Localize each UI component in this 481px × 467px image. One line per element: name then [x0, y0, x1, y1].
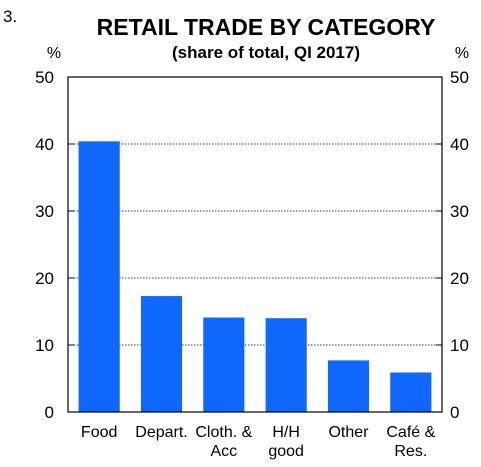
plot-frame — [67, 76, 443, 413]
bar — [327, 360, 370, 412]
bar — [390, 372, 432, 412]
y-unit-right: % — [455, 45, 469, 62]
category-label: Other — [328, 424, 369, 441]
y-tick-label-left: 0 — [45, 403, 54, 422]
category-label: Food — [81, 424, 117, 441]
category-label: Res. — [394, 443, 427, 460]
category-label: good — [268, 443, 304, 460]
category-label: Cloth. & — [195, 424, 252, 441]
y-tick-label-right: 50 — [450, 68, 469, 87]
bar — [265, 318, 307, 412]
bar — [203, 317, 245, 412]
bars — [78, 141, 432, 412]
y-tick-label-left: 30 — [35, 202, 54, 221]
chart-subtitle: (share of total, QI 2017) — [172, 43, 360, 62]
y-unit-left: % — [47, 45, 61, 62]
figure-number: 3. — [3, 7, 17, 26]
category-label: Depart. — [135, 424, 187, 441]
y-tick-label-left: 10 — [35, 336, 54, 355]
bar — [140, 296, 183, 412]
y-tick-label-left: 20 — [35, 269, 54, 288]
category-label: Café & — [386, 424, 435, 441]
y-tick-label-right: 30 — [450, 202, 469, 221]
y-tick-label-right: 10 — [450, 336, 469, 355]
y-tick-label-right: 40 — [450, 135, 469, 154]
gridlines — [68, 143, 442, 346]
axis-ticks: 0 0 10 10 20 20 30 30 40 40 50 50 — [35, 68, 469, 422]
y-tick-label-right: 20 — [450, 269, 469, 288]
y-tick-label-left: 50 — [35, 68, 54, 87]
category-label: H/H — [272, 424, 300, 441]
category-label: Acc — [210, 443, 237, 460]
category-labels: Food Depart. Cloth. & Acc H/H good Other Café &… — [81, 424, 436, 460]
bar — [78, 141, 120, 412]
y-tick-label-right: 0 — [450, 403, 459, 422]
y-tick-label-left: 40 — [35, 135, 54, 154]
chart-title: RETAIL TRADE BY CATEGORY — [97, 14, 436, 40]
